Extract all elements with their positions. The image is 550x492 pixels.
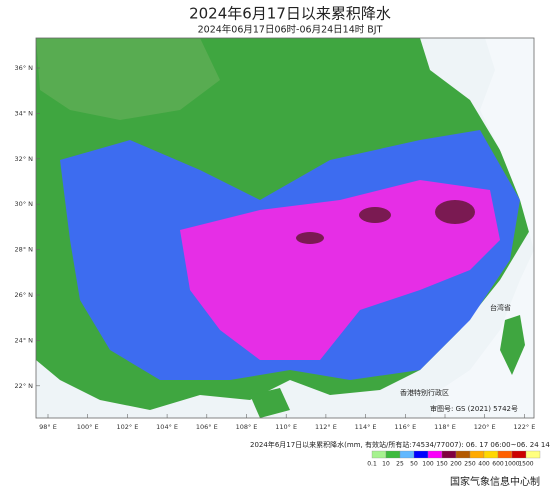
legend-label: 600 xyxy=(492,461,504,468)
lon-label: 104° E xyxy=(156,423,178,431)
legend-swatch xyxy=(385,450,401,459)
lon-label: 98° E xyxy=(39,423,57,431)
map-title: 2024年6月17日以来累积降水 xyxy=(189,5,391,23)
lon-label: 112° E xyxy=(315,423,337,431)
lon-label: 106° E xyxy=(196,423,218,431)
legend-label: 1500 xyxy=(518,461,533,468)
legend-label: 400 xyxy=(478,461,490,468)
legend-swatch xyxy=(413,450,429,459)
legend-label: 200 xyxy=(450,461,462,468)
extreme-rain xyxy=(296,232,324,244)
lon-label: 120° E xyxy=(474,423,496,431)
lon-label: 116° E xyxy=(394,423,416,431)
legend-swatch xyxy=(399,450,415,459)
lat-label: 26° N xyxy=(15,291,34,299)
lat-label: 24° N xyxy=(15,336,34,344)
tw-label: 台湾省 xyxy=(490,303,511,312)
legend-label: 0.1 xyxy=(367,461,377,468)
legend-label: 25 xyxy=(396,461,404,468)
hk-label: 香港特别行政区 xyxy=(400,388,449,397)
legend-label: 10 xyxy=(382,461,390,468)
legend-label: 1000 xyxy=(504,461,519,468)
legend-label: 250 xyxy=(464,461,476,468)
extreme-rain xyxy=(359,207,391,223)
legend-swatch xyxy=(497,450,513,459)
legend-swatch xyxy=(371,450,387,459)
source: 国家气象信息中心制 xyxy=(450,475,540,488)
map-frame xyxy=(35,37,535,419)
legend-swatch xyxy=(469,450,485,459)
map-subtitle: 2024年06月17日06时-06月24日14时 BJT xyxy=(198,24,383,36)
lon-label: 114° E xyxy=(355,423,377,431)
extreme-rain xyxy=(435,200,475,224)
heavy-rain xyxy=(180,180,500,360)
lon-label: 100° E xyxy=(77,423,99,431)
legend-swatch xyxy=(441,450,457,459)
lat-label: 22° N xyxy=(15,382,34,390)
lon-label: 122° E xyxy=(513,423,535,431)
legend-swatch xyxy=(483,450,499,459)
legend-label: 100 xyxy=(422,461,434,468)
map-approval: 审图号: GS (2021) 5742号 xyxy=(430,404,518,413)
lon-label: 110° E xyxy=(275,423,297,431)
legend-swatch xyxy=(427,450,443,459)
lat-label: 34° N xyxy=(15,109,34,117)
legend-swatch xyxy=(455,450,471,459)
lon-label: 102° E xyxy=(116,423,138,431)
legend-swatch xyxy=(511,450,527,459)
legend-swatch xyxy=(525,450,541,459)
lon-label: 118° E xyxy=(434,423,456,431)
legend-label: 150 xyxy=(436,461,448,468)
lat-label: 28° N xyxy=(15,246,34,254)
lon-label: 108° E xyxy=(236,423,258,431)
legend-label: 50 xyxy=(410,461,418,468)
lat-label: 30° N xyxy=(15,200,34,208)
precip-map xyxy=(36,38,534,418)
hainan xyxy=(250,388,290,418)
land-light xyxy=(36,38,220,120)
lat-label: 36° N xyxy=(15,64,34,72)
lat-label: 32° N xyxy=(15,155,34,163)
taiwan xyxy=(500,315,525,375)
info-line: 2024年6月17日以来累积降水(mm, 有效站/所有站:74534/77007… xyxy=(250,440,550,449)
